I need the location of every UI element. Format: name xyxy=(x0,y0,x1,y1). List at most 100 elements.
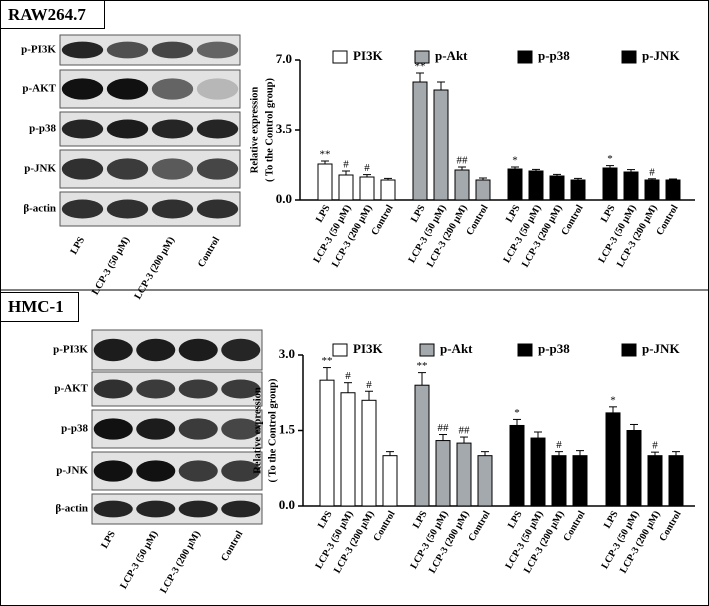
bar xyxy=(475,179,491,201)
bar xyxy=(338,174,354,201)
bar xyxy=(477,455,493,507)
y-tick-label: 0.0 xyxy=(276,191,292,206)
blot-band xyxy=(196,199,239,219)
legend-swatch xyxy=(332,50,348,64)
blot-band xyxy=(221,418,261,440)
bar xyxy=(340,392,356,507)
title-box xyxy=(0,292,79,322)
y-tick-label: 1.5 xyxy=(279,421,296,436)
bar xyxy=(605,412,621,507)
blot-label: p-JNK xyxy=(56,465,88,477)
bar xyxy=(433,89,449,201)
blot-label: p-AKT xyxy=(54,383,88,395)
bar xyxy=(570,179,586,201)
blot-label: p-p38 xyxy=(29,123,56,135)
blot-label: p-PI3K xyxy=(53,344,88,356)
blot-band xyxy=(61,119,104,139)
blot-band xyxy=(196,119,239,139)
blot-band xyxy=(93,379,133,399)
legend-swatch xyxy=(621,343,637,357)
significance: ** xyxy=(417,360,428,372)
legend-label: p-JNK xyxy=(642,341,680,356)
blot-band xyxy=(136,338,176,362)
blot-band xyxy=(106,199,149,219)
significance: # xyxy=(364,162,370,174)
blot-band xyxy=(106,78,149,100)
blot-label: β-actin xyxy=(23,203,56,215)
bar xyxy=(435,440,451,507)
blot-band xyxy=(151,199,194,219)
legend-swatch xyxy=(419,343,435,357)
y-tick-label: 7.0 xyxy=(276,51,292,66)
y-axis-label: Relative expression xyxy=(252,387,263,474)
blot-band xyxy=(106,119,149,139)
lane-label: LCP-3 (50 μM) xyxy=(90,235,132,297)
blot-band xyxy=(221,379,261,399)
legend-swatch xyxy=(414,50,430,64)
x-tick-label: LPS xyxy=(411,509,430,531)
x-tick-label: LPS xyxy=(504,203,523,225)
significance: # xyxy=(649,166,655,178)
y-tick-label: 3.5 xyxy=(276,121,293,136)
bar xyxy=(668,455,684,507)
significance: ** xyxy=(320,149,331,161)
significance: ## xyxy=(438,422,450,434)
blot-band xyxy=(196,158,239,180)
x-tick-label: LPS xyxy=(409,203,428,225)
blot-band xyxy=(136,418,176,440)
blot-band xyxy=(61,78,104,100)
blot-band xyxy=(221,500,261,518)
significance: ** xyxy=(322,355,333,367)
bar xyxy=(644,179,660,201)
legend-label: p-p38 xyxy=(538,341,570,356)
blot-band xyxy=(151,78,194,100)
legend-label: p-p38 xyxy=(538,48,570,63)
title-box xyxy=(0,0,105,29)
lane-label: Control xyxy=(196,235,222,269)
legend-label: p-JNK xyxy=(642,48,680,63)
x-tick-label: LPS xyxy=(316,509,335,531)
blot-band xyxy=(106,158,149,180)
bar xyxy=(456,442,472,507)
blot-label: p-JNK xyxy=(24,163,56,175)
bar xyxy=(361,399,377,507)
panel-title: RAW264.7 xyxy=(8,5,86,24)
blot-band xyxy=(178,379,218,399)
blot-band xyxy=(61,41,104,59)
bar xyxy=(623,171,639,201)
bar xyxy=(572,455,588,507)
y-axis-label: ( To the Control group) xyxy=(264,77,275,182)
blot-band xyxy=(93,418,133,440)
significance: # xyxy=(652,440,658,452)
blot-band xyxy=(136,500,176,518)
blot-label: p-PI3K xyxy=(21,44,56,56)
bar xyxy=(549,175,565,201)
significance: * xyxy=(607,153,613,165)
blot-band xyxy=(151,41,194,59)
legend-label: PI3K xyxy=(353,341,384,356)
blot-band xyxy=(178,418,218,440)
bar xyxy=(602,167,618,201)
significance: ## xyxy=(457,155,469,167)
bar xyxy=(319,379,335,507)
significance: # xyxy=(343,159,349,171)
y-tick-label: 3.0 xyxy=(279,346,295,361)
blot-band xyxy=(136,379,176,399)
bar xyxy=(551,455,567,507)
lane-label: LCP-3 (200 μM) xyxy=(133,235,178,301)
bar xyxy=(454,169,470,201)
blot-band xyxy=(136,460,176,482)
x-tick-label: LPS xyxy=(314,203,333,225)
bar xyxy=(665,179,681,201)
legend-label: PI3K xyxy=(353,48,384,63)
bar xyxy=(412,81,428,201)
bar xyxy=(382,455,398,507)
y-axis-label: ( To the Control group) xyxy=(267,378,278,483)
bar xyxy=(530,437,546,507)
significance: # xyxy=(556,439,562,451)
blot-band xyxy=(151,158,194,180)
bar xyxy=(507,168,523,201)
blot-label: β-actin xyxy=(55,503,88,515)
x-tick-label: LPS xyxy=(506,509,525,531)
significance: * xyxy=(514,407,520,419)
